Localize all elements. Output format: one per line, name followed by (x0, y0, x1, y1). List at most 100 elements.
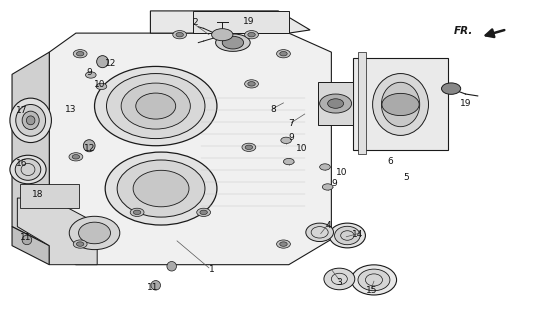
Text: 9: 9 (86, 68, 92, 77)
Circle shape (176, 32, 184, 37)
Circle shape (77, 242, 84, 246)
Text: 12: 12 (105, 59, 116, 68)
Polygon shape (12, 227, 49, 265)
Circle shape (284, 158, 294, 165)
Ellipse shape (133, 170, 189, 207)
Circle shape (69, 153, 83, 161)
Ellipse shape (136, 93, 175, 119)
Text: 11: 11 (20, 233, 31, 242)
Circle shape (248, 32, 255, 37)
Text: 15: 15 (365, 286, 377, 295)
Circle shape (73, 240, 87, 248)
Polygon shape (12, 52, 49, 246)
Circle shape (173, 31, 187, 39)
Circle shape (319, 164, 330, 170)
Ellipse shape (16, 105, 45, 136)
Text: 17: 17 (16, 106, 27, 115)
Circle shape (281, 137, 292, 143)
Text: FR.: FR. (454, 26, 473, 36)
Circle shape (441, 83, 461, 94)
Text: 10: 10 (296, 144, 308, 153)
Text: 9: 9 (331, 179, 337, 188)
Ellipse shape (15, 159, 41, 180)
Text: 12: 12 (83, 144, 95, 153)
Polygon shape (150, 11, 310, 33)
Ellipse shape (10, 98, 51, 142)
Circle shape (86, 72, 96, 78)
Ellipse shape (22, 235, 32, 245)
Circle shape (77, 52, 84, 56)
Circle shape (96, 83, 107, 90)
Ellipse shape (372, 74, 429, 135)
Text: 19: 19 (460, 99, 471, 108)
Ellipse shape (97, 56, 109, 68)
Ellipse shape (216, 34, 250, 51)
Circle shape (327, 99, 343, 108)
Text: 2: 2 (193, 18, 198, 27)
Text: 10: 10 (337, 168, 348, 177)
Ellipse shape (167, 261, 177, 271)
Polygon shape (353, 59, 448, 150)
Ellipse shape (22, 111, 39, 130)
Ellipse shape (212, 29, 233, 41)
Polygon shape (193, 11, 289, 33)
Ellipse shape (121, 83, 190, 129)
Ellipse shape (83, 140, 95, 152)
Text: 8: 8 (270, 105, 276, 114)
Polygon shape (49, 33, 331, 265)
Circle shape (244, 31, 258, 39)
Circle shape (197, 208, 211, 216)
Ellipse shape (381, 82, 420, 127)
Circle shape (130, 208, 144, 216)
Text: 6: 6 (387, 157, 393, 166)
Ellipse shape (351, 265, 396, 295)
Ellipse shape (79, 222, 111, 244)
Text: 7: 7 (288, 119, 294, 128)
Polygon shape (358, 52, 366, 154)
Ellipse shape (358, 269, 390, 291)
Text: 16: 16 (16, 159, 27, 168)
Text: 1: 1 (209, 265, 215, 274)
Circle shape (280, 52, 287, 56)
Ellipse shape (329, 223, 365, 248)
Text: 13: 13 (65, 105, 77, 114)
Polygon shape (17, 198, 97, 265)
Ellipse shape (105, 152, 217, 225)
Circle shape (248, 82, 255, 86)
Circle shape (72, 155, 80, 159)
Text: 3: 3 (337, 278, 342, 287)
Circle shape (322, 184, 333, 190)
Text: 9: 9 (288, 133, 294, 142)
Circle shape (245, 145, 253, 149)
Ellipse shape (334, 226, 360, 245)
Text: 18: 18 (32, 190, 43, 199)
Ellipse shape (10, 155, 46, 184)
Ellipse shape (69, 216, 120, 250)
Circle shape (242, 143, 256, 151)
Text: 14: 14 (352, 230, 364, 239)
Circle shape (382, 93, 419, 116)
Text: 10: 10 (94, 80, 105, 89)
Text: 11: 11 (147, 283, 159, 292)
Ellipse shape (306, 223, 333, 242)
Ellipse shape (95, 67, 217, 146)
Ellipse shape (26, 116, 35, 125)
Circle shape (277, 50, 291, 58)
Ellipse shape (324, 268, 355, 290)
Circle shape (133, 210, 141, 215)
Circle shape (73, 50, 87, 58)
Circle shape (200, 210, 208, 215)
Text: 5: 5 (403, 173, 409, 182)
Circle shape (319, 94, 351, 113)
Circle shape (277, 240, 291, 248)
Polygon shape (20, 184, 79, 208)
Ellipse shape (117, 160, 205, 217)
Ellipse shape (106, 74, 205, 139)
Text: 19: 19 (243, 17, 255, 26)
Circle shape (244, 80, 258, 88)
Ellipse shape (151, 281, 160, 290)
Polygon shape (318, 82, 353, 125)
Circle shape (222, 36, 243, 49)
Text: 4: 4 (326, 220, 332, 229)
Circle shape (280, 242, 287, 246)
